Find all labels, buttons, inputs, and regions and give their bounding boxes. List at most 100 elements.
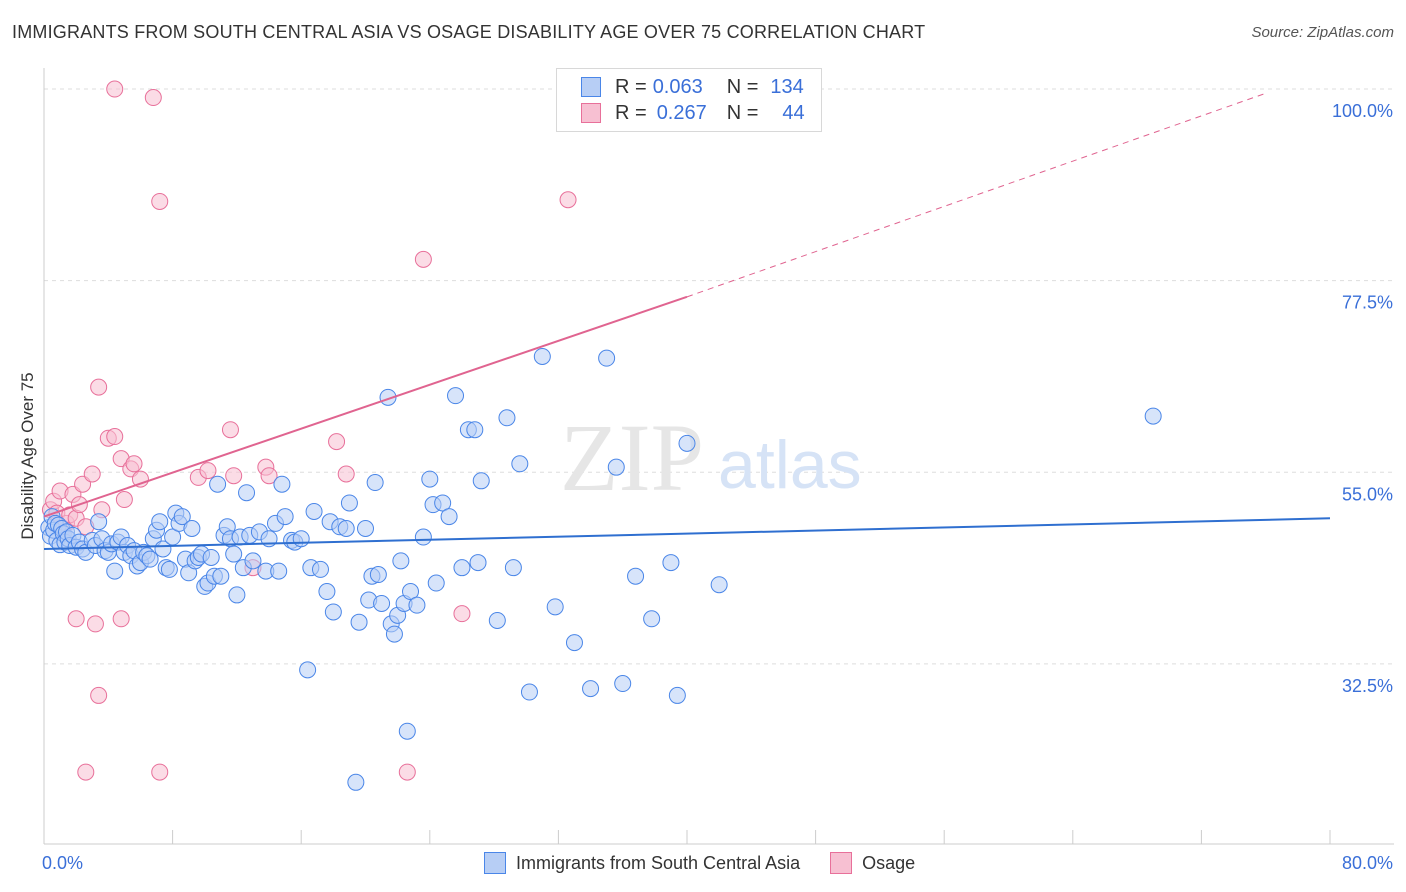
osage-point <box>67 610 85 628</box>
r-label: R = <box>615 75 647 98</box>
immigrants-point <box>154 540 172 558</box>
immigrants-point <box>318 583 336 601</box>
watermark-zip: ZIP <box>560 404 704 511</box>
immigrants-point <box>469 554 487 572</box>
immigrants-point <box>546 598 564 616</box>
immigrants-point <box>533 347 551 365</box>
immigrants-point <box>627 567 645 585</box>
immigrants-point <box>466 421 484 439</box>
immigrants-point <box>598 349 616 367</box>
immigrants-point <box>498 409 516 427</box>
tick-labels: 32.5% 55.0% 77.5% 100.0% 0.0% 80.0% <box>42 101 1393 873</box>
source-label: Source: ZipAtlas.com <box>1251 24 1394 41</box>
immigrants-point <box>488 611 506 629</box>
immigrants-point <box>607 458 625 476</box>
pink-swatch-icon <box>581 103 601 123</box>
r-label: R = <box>615 101 647 124</box>
osage-trend-extension <box>686 92 1266 298</box>
y-axis-label: Disability Age Over 75 <box>18 372 37 539</box>
osage-point <box>221 421 239 439</box>
osage-point <box>144 89 162 107</box>
osage-point <box>151 192 169 210</box>
immigrants-point <box>511 455 529 473</box>
immigrants-point <box>398 722 416 740</box>
n-label: N = <box>726 101 759 124</box>
immigrants-point <box>678 434 696 452</box>
r-value: 0.267 <box>656 101 707 124</box>
osage-point <box>115 491 133 509</box>
y-tick-label: 77.5% <box>1342 293 1393 313</box>
n-value: 134 <box>770 75 804 98</box>
y-tick-label: 55.0% <box>1342 484 1393 504</box>
immigrants-point <box>414 528 432 546</box>
immigrants-point <box>710 576 728 594</box>
immigrants-point <box>324 603 342 621</box>
immigrants-point <box>340 494 358 512</box>
immigrants-point <box>270 562 288 580</box>
immigrants-point <box>582 680 600 698</box>
osage-point <box>199 462 217 480</box>
osage-point <box>328 433 346 451</box>
blue-swatch-icon <box>484 852 506 874</box>
immigrants-point <box>357 520 374 538</box>
immigrants-point <box>427 574 445 592</box>
immigrants-point <box>238 484 256 502</box>
immigrants-point <box>565 634 583 652</box>
legend-item-osage: Osage <box>830 852 915 874</box>
immigrants-point <box>173 508 191 526</box>
immigrants-point <box>151 513 169 531</box>
immigrants-point <box>90 513 108 531</box>
immigrants-point <box>1144 407 1162 425</box>
immigrants-point <box>385 625 403 643</box>
immigrants-point <box>614 675 632 693</box>
y-tick-label: 100.0% <box>1332 101 1393 121</box>
immigrants-point <box>373 594 391 612</box>
osage-point <box>86 615 104 633</box>
immigrants-point <box>392 552 410 570</box>
immigrants-point <box>350 613 368 631</box>
legend-row-pink: R = 0.267 N = 44 <box>581 100 805 126</box>
osage-point <box>414 250 432 268</box>
immigrants-point <box>292 530 310 548</box>
immigrants-point <box>366 474 384 492</box>
osage-point <box>112 610 130 628</box>
blue-swatch-icon <box>581 77 601 97</box>
immigrants-point <box>337 520 355 538</box>
immigrants-point <box>421 470 439 488</box>
immigrants-point <box>225 545 243 563</box>
immigrants-point <box>311 560 329 578</box>
immigrants-point <box>209 475 227 493</box>
legend-label-immigrants: Immigrants from South Central Asia <box>516 852 801 873</box>
legend-item-immigrants: Immigrants from South Central Asia <box>484 852 800 874</box>
osage-point <box>559 191 577 209</box>
immigrants-point <box>305 502 323 520</box>
immigrants-point <box>662 554 680 572</box>
watermark-atlas: atlas <box>718 427 862 503</box>
immigrants-point <box>520 683 538 701</box>
immigrants-point <box>369 565 387 583</box>
immigrants-point <box>228 586 246 604</box>
osage-point <box>260 467 278 485</box>
immigrants-point <box>504 559 522 577</box>
pink-swatch-icon <box>830 852 853 874</box>
axes <box>43 68 1394 845</box>
trend-lines <box>43 92 1331 550</box>
x-tick-label: 0.0% <box>42 853 83 873</box>
osage-point <box>83 465 101 483</box>
osage-point <box>125 455 143 473</box>
immigrants-point <box>434 494 452 512</box>
immigrants-point <box>276 508 294 526</box>
chart-title: IMMIGRANTS FROM SOUTH CENTRAL ASIA VS OS… <box>12 22 926 42</box>
osage-point <box>337 465 355 483</box>
osage-point <box>453 605 471 623</box>
n-value: 44 <box>782 101 805 124</box>
immigrants-point <box>402 583 420 601</box>
immigrants-point <box>408 596 426 614</box>
r-value: 0.063 <box>652 75 703 98</box>
immigrants-point <box>106 562 124 580</box>
immigrants-point <box>244 552 262 570</box>
immigrants-trend-line <box>43 517 1331 550</box>
osage-point <box>106 428 124 446</box>
immigrants-point <box>160 560 178 578</box>
